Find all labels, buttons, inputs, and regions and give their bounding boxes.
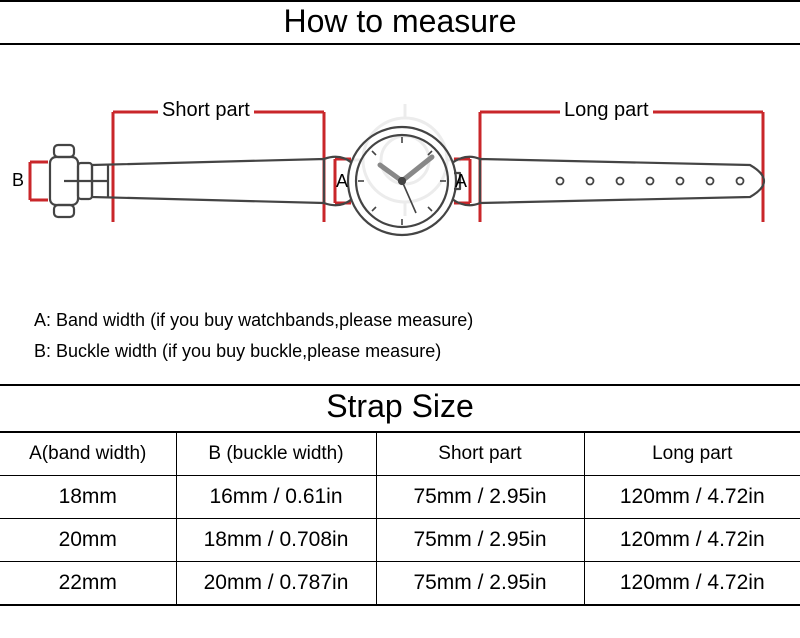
measurement-diagram: Short part Long part B A A — [0, 45, 800, 305]
note-a: A: Band width (if you buy watchbands,ple… — [34, 305, 766, 336]
table-col-header: Long part — [584, 432, 800, 476]
a-marker-left: A — [336, 171, 348, 192]
long-part-label: Long part — [560, 99, 653, 122]
table-cell: 18mm / 0.708in — [176, 519, 376, 562]
a-marker-right: A — [455, 171, 467, 192]
table-cell: 75mm / 2.95in — [376, 519, 584, 562]
table-row: 20mm18mm / 0.708in75mm / 2.95in120mm / 4… — [0, 519, 800, 562]
table-col-header: Short part — [376, 432, 584, 476]
table-col-header: B (buckle width) — [176, 432, 376, 476]
table-title-row: Strap Size — [0, 385, 800, 432]
table-row: 22mm20mm / 0.787in75mm / 2.95in120mm / 4… — [0, 562, 800, 606]
page: How to measure — [0, 0, 800, 606]
b-marker: B — [12, 170, 24, 191]
table-cell: 20mm / 0.787in — [176, 562, 376, 606]
table-cell: 18mm — [0, 476, 176, 519]
table-row: 18mm16mm / 0.61in75mm / 2.95in120mm / 4.… — [0, 476, 800, 519]
short-part-label: Short part — [158, 99, 254, 122]
table-cell: 120mm / 4.72in — [584, 519, 800, 562]
table-cell: 20mm — [0, 519, 176, 562]
measurement-notes: A: Band width (if you buy watchbands,ple… — [0, 305, 800, 384]
table-col-header: A(band width) — [0, 432, 176, 476]
table-cell: 22mm — [0, 562, 176, 606]
header: How to measure — [0, 0, 800, 45]
table-cell: 16mm / 0.61in — [176, 476, 376, 519]
note-b: B: Buckle width (if you buy buckle,pleas… — [34, 336, 766, 367]
table-cell: 120mm / 4.72in — [584, 476, 800, 519]
table-cell: 75mm / 2.95in — [376, 476, 584, 519]
table-cell: 75mm / 2.95in — [376, 562, 584, 606]
table-title: Strap Size — [0, 385, 800, 432]
table-cell: 120mm / 4.72in — [584, 562, 800, 606]
table-header-row: A(band width)B (buckle width)Short partL… — [0, 432, 800, 476]
watch-diagram-svg — [0, 45, 800, 305]
strap-size-table: Strap Size A(band width)B (buckle width)… — [0, 384, 800, 606]
page-title: How to measure — [284, 3, 517, 39]
